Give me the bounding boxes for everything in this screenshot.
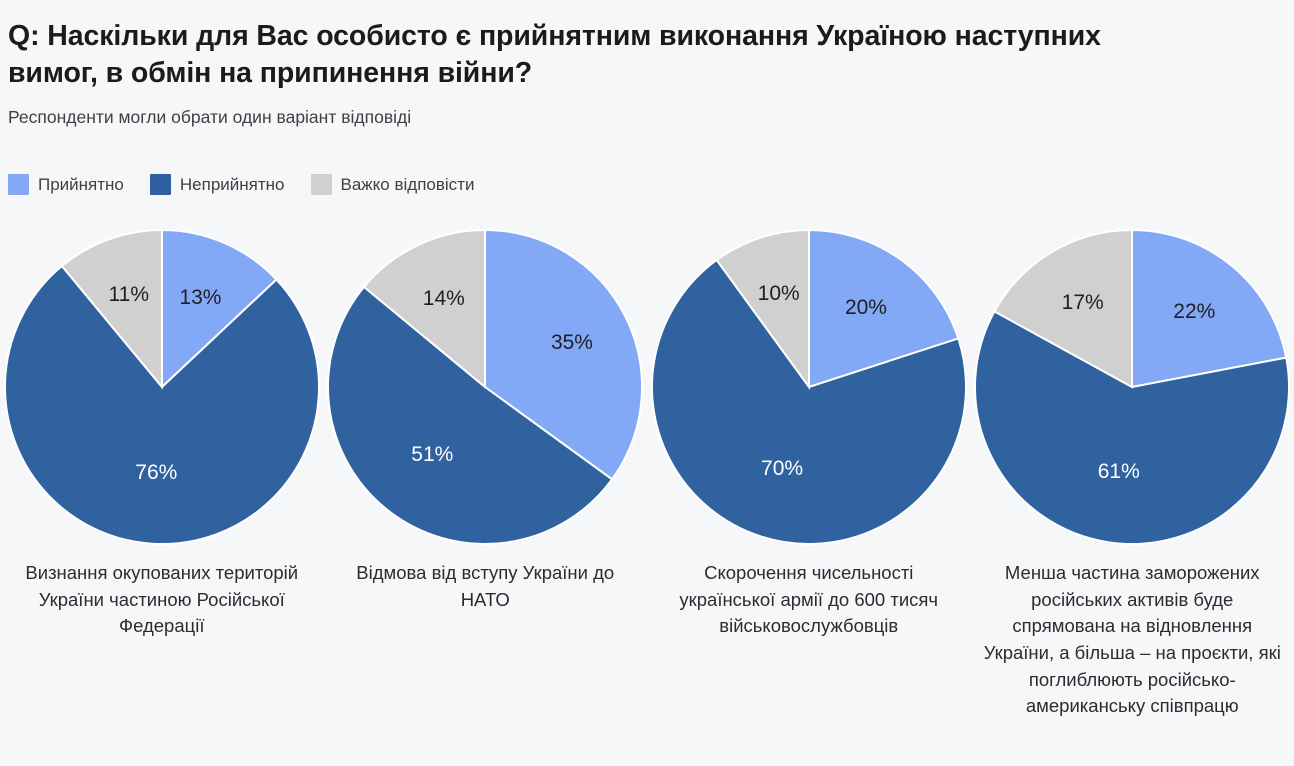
pie-slice[interactable] <box>327 285 614 545</box>
pie-category-label: Менша частина заморожених російських акт… <box>983 562 1281 717</box>
pie-slice[interactable] <box>1131 228 1288 389</box>
pie-chart-2: 35% 51% 14% Відмова від вступу України до Н… <box>324 228 648 720</box>
chart-legend: Прийнятно Неприйнятно Важко відповісти <box>8 174 500 195</box>
pie-slice[interactable] <box>3 264 320 545</box>
pie-slice[interactable] <box>807 228 960 389</box>
pie-chart-1: 13% 76% 11% Визнання окупованих територій У… <box>0 228 324 720</box>
pie-chart-3: 20% 70% 10% Скорочення чисельності українсь… <box>647 228 971 720</box>
pie-category-label: Відмова від вступу України до НАТО <box>356 562 615 610</box>
pie-graphic: 20% 70% 10% <box>650 228 968 546</box>
chart-header: Q: Наскільки для Вас особисто є прийнятн… <box>8 18 1158 128</box>
legend-item-label: Неприйнятно <box>179 174 285 194</box>
pie-category-label: Скорочення чисельності української армії… <box>679 562 939 637</box>
pie-category-label: Визнання окупованих територій України ча… <box>25 562 299 637</box>
pie-graphic: 22% 61% 17% <box>973 228 1291 546</box>
pie-slice[interactable] <box>650 258 967 545</box>
pie-slice[interactable] <box>60 228 163 390</box>
legend-swatch-icon <box>8 174 29 195</box>
legend-swatch-icon <box>149 174 171 195</box>
pie-chart-4: 22% 61% 17% Менша частина заморожених росій… <box>971 228 1294 720</box>
chart-subtitle: Респонденти могли обрати один варіант ві… <box>8 107 412 128</box>
pie-chart-row: 13% 76% 11% Визнання окупованих територій У… <box>0 228 1294 720</box>
pie-slice[interactable] <box>362 228 487 390</box>
legend-item-label: Важко відповісти <box>340 174 475 194</box>
pie-slice[interactable] <box>974 310 1291 545</box>
pie-graphic: 35% 51% 14% <box>326 228 644 546</box>
legend-item[interactable]: Неприйнятно <box>149 174 285 195</box>
pie-graphic: 13% 76% 11% <box>3 228 321 546</box>
legend-item[interactable]: Прийнятно <box>8 174 124 195</box>
pie-slice[interactable] <box>160 228 278 390</box>
pie-slice[interactable] <box>484 228 644 481</box>
page-title: Q: Наскільки для Вас особисто є прийнятн… <box>8 20 1101 90</box>
legend-swatch-icon <box>310 174 332 195</box>
pie-slice[interactable] <box>993 228 1134 389</box>
pie-slice[interactable] <box>715 228 810 391</box>
legend-item-label: Прийнятно <box>38 174 124 194</box>
legend-item[interactable]: Важко відповісти <box>310 174 475 195</box>
